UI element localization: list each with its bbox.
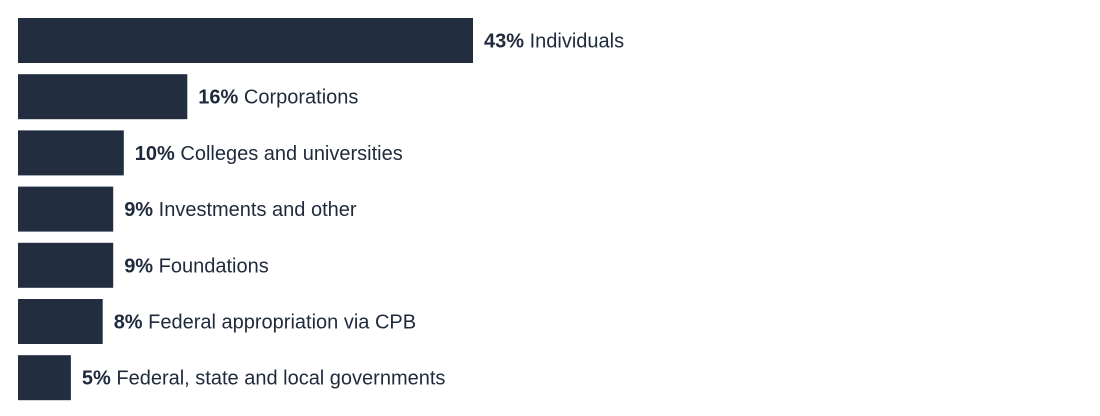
bar-label-1: 43% Individuals: [484, 31, 624, 53]
bars-group: 43% Individuals 16% Corporations 10% Colle…: [18, 18, 624, 401]
bar-6: [18, 299, 103, 344]
bar-label-6: 8% Federal appropriation via CPB: [114, 312, 416, 334]
bar-7: [18, 355, 71, 401]
bar-category-label: Investments and other: [153, 199, 357, 221]
bar-value-label: 5%: [82, 368, 111, 390]
bar-category-label: Colleges and universities: [175, 143, 403, 165]
bar-label-7: 5% Federal, state and local governments: [82, 368, 446, 390]
bar-label-5: 9% Foundations: [124, 255, 269, 277]
bar-category-label: Individuals: [524, 31, 624, 53]
bar-label-3: 10% Colleges and universities: [135, 143, 403, 165]
bar-category-label: Corporations: [238, 87, 358, 109]
bar-category-label: Federal appropriation via CPB: [143, 312, 416, 334]
bar-label-4: 9% Investments and other: [124, 199, 357, 221]
bar-4: [18, 186, 114, 232]
bar-value-label: 9%: [124, 255, 153, 277]
bar-5: [18, 242, 114, 288]
bar-value-label: 9%: [124, 199, 153, 221]
bar-3: [18, 130, 124, 176]
bar-label-2: 16% Corporations: [198, 87, 358, 109]
bar-value-label: 8%: [114, 312, 143, 334]
bar-category-label: Foundations: [153, 255, 269, 277]
bar-value-label: 10%: [135, 143, 175, 165]
bar-2: [18, 74, 188, 120]
bar-1: [18, 18, 473, 63]
bar-category-label: Federal, state and local governments: [111, 368, 446, 390]
bar-value-label: 43%: [484, 31, 524, 53]
bar-value-label: 16%: [198, 87, 238, 109]
